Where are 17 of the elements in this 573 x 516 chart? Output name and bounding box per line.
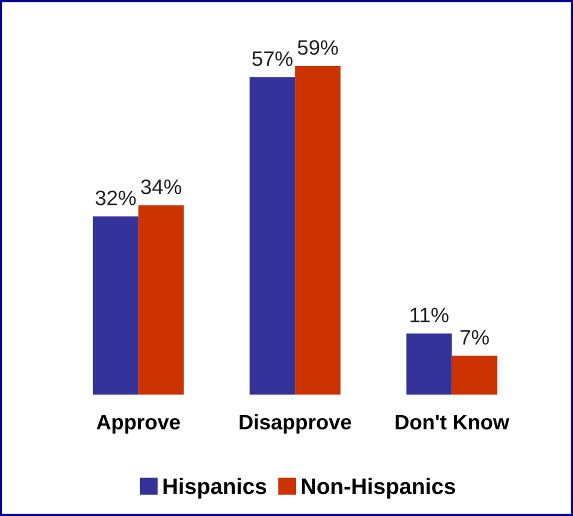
data-label: 34% <box>141 179 182 194</box>
legend-label: Hispanics <box>164 478 266 499</box>
bar <box>138 205 184 395</box>
bar <box>452 356 498 395</box>
data-label: 7% <box>460 330 489 345</box>
x-tick-label: Disapprove <box>240 414 352 434</box>
bar <box>406 333 452 395</box>
x-tick-label: Don't Know <box>396 414 510 430</box>
bar <box>92 216 138 395</box>
bar <box>295 66 341 395</box>
data-label: 59% <box>298 40 338 55</box>
legend-label: Non-Hispanics <box>302 478 456 499</box>
bar <box>250 77 296 395</box>
data-label: 11% <box>410 308 448 322</box>
data-label: 57% <box>252 51 292 66</box>
data-label: 32% <box>96 190 136 206</box>
x-tick-label: Approve <box>96 414 180 434</box>
